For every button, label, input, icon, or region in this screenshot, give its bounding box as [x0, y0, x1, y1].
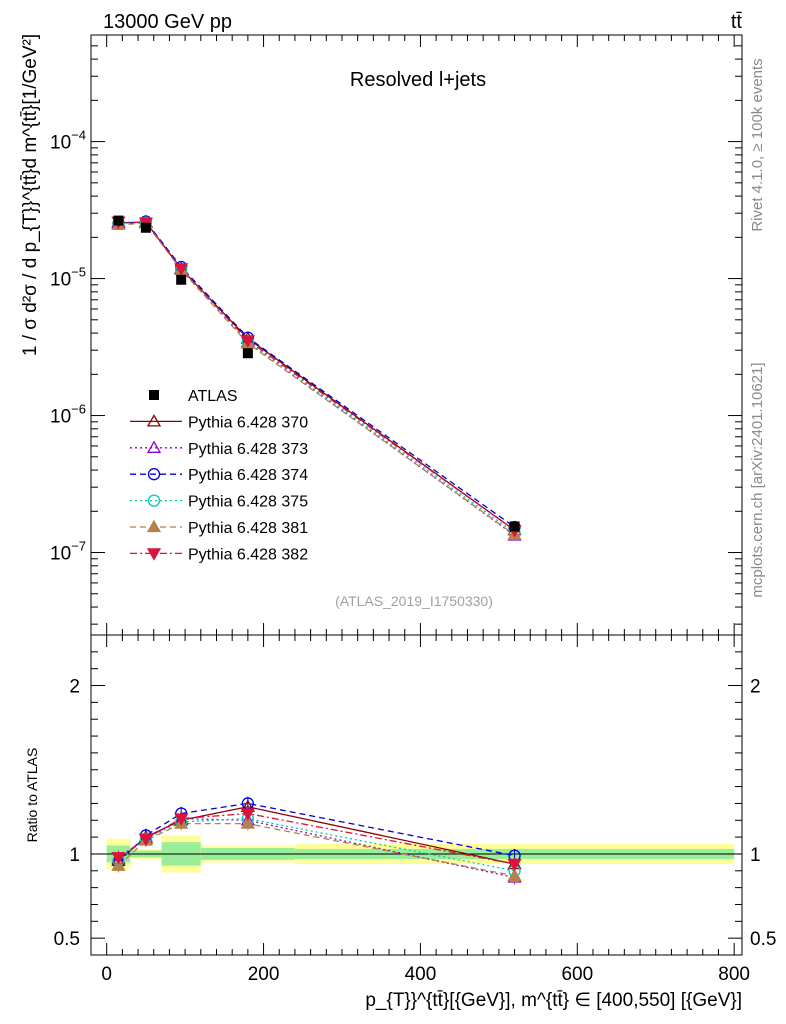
atlas-data-point	[176, 274, 187, 285]
x-tick-label: 200	[248, 964, 280, 985]
legend-label: Pythia 6.428 381	[188, 520, 308, 537]
mc-series-lines	[117, 220, 515, 879]
atlas-data-point	[509, 521, 520, 532]
series-ratio-point-4	[111, 858, 126, 871]
data-markers	[111, 214, 522, 885]
y-axis-label-ratio: Ratio to ATLAS	[24, 748, 40, 843]
y-tick-label: 10−5	[50, 265, 86, 291]
source-label: mcplots.cern.ch [arXiv:2401.10621]	[749, 362, 766, 597]
ratio-y-tick-label: 1	[69, 845, 80, 866]
series-ratio-line-3	[118, 817, 515, 872]
legend-marker	[146, 519, 162, 533]
y-tick-label: 10−7	[50, 539, 86, 565]
ratio-y-tick-label-right: 1	[750, 845, 761, 866]
x-tick-label: 400	[405, 964, 437, 985]
legend-marker	[146, 414, 162, 427]
series-ratio-point-5	[507, 858, 522, 872]
ratio-y-tick-label-right: 2	[750, 677, 761, 698]
series-ratio-line-4	[118, 822, 515, 877]
rivet-version-label: Rivet 4.1.0, ≥ 100k events	[749, 58, 766, 231]
legend-marker	[146, 440, 162, 453]
x-axis-label: p_{T}}^{tt̄}[{GeV}], m^{tt̄} ∈ [400,550]…	[365, 990, 742, 1011]
series-ratio-point-5	[111, 852, 126, 865]
main-panel-frame	[90, 34, 743, 636]
energy-label: 13000 GeV pp	[103, 11, 232, 33]
atlas-data-point	[140, 222, 151, 233]
legend-marker	[146, 548, 162, 561]
ratio-y-tick-label-right: 0.5	[750, 929, 776, 950]
atlas-data-point	[242, 348, 253, 359]
y-axis-label-main: 1 / σ d²σ / d p_{T}}^{tt̄}d m^{tt̄}[1/Ge…	[20, 34, 41, 356]
series-ratio-point-5	[138, 833, 154, 847]
y-tick-label: 10−6	[50, 402, 86, 428]
series-ratio-line-5	[118, 812, 515, 865]
x-tick-label: 600	[561, 964, 593, 985]
chart-title: Resolved l+jets	[350, 69, 486, 91]
legend-label: Pythia 6.428 373	[188, 441, 308, 458]
series-line-4	[118, 222, 515, 536]
series-ratio-point-4	[507, 868, 522, 881]
analysis-id: (ATLAS_2019_I1750330)	[335, 593, 493, 609]
legend-marker	[149, 390, 159, 400]
legend-label: Pythia 6.428 382	[188, 546, 308, 563]
series-point-5	[174, 263, 189, 276]
legend-label: Pythia 6.428 375	[188, 494, 308, 511]
legend-label: ATLAS	[188, 388, 238, 405]
y-tick-label: 10−4	[50, 128, 86, 154]
ratio-uncertainty-bands	[91, 835, 742, 873]
series-ratio-point-5	[240, 808, 255, 821]
series-ratio-point-4	[240, 816, 255, 829]
series-ratio-point-5	[174, 813, 189, 826]
series-point-5	[240, 335, 255, 348]
x-tick-label: 800	[718, 964, 750, 985]
legend-label: Pythia 6.428 374	[188, 467, 308, 484]
legend: ATLAS Pythia 6.428 370 Pythia 6.428 373 Pyt…	[130, 388, 308, 563]
ratio-y-tick-label: 0.5	[54, 929, 80, 950]
ratio-y-tick-label: 2	[69, 677, 80, 698]
process-label: tt̄	[731, 11, 743, 33]
x-tick-label: 0	[101, 964, 112, 985]
legend-marker	[147, 468, 161, 481]
atlas-data-point	[113, 215, 124, 226]
ratio-panel-frame	[90, 634, 743, 956]
legend-marker	[147, 494, 161, 507]
legend-label: Pythia 6.428 370	[188, 414, 308, 431]
axis-ticks: 0 200 400 600 800 10−7 10−6 10−5 10−4 0.5 0.5 1 1 2 2	[50, 35, 776, 985]
